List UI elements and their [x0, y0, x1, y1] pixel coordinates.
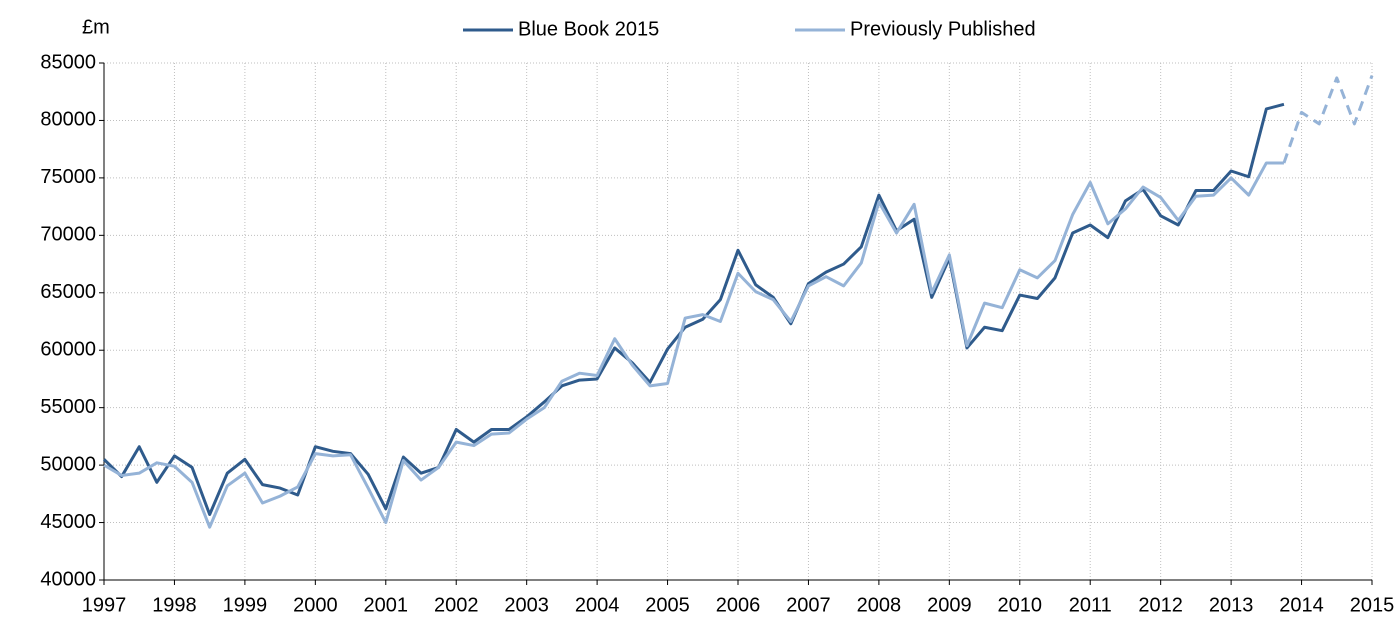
x-tick-label: 2014 — [1279, 594, 1324, 616]
x-tick-label: 1999 — [223, 594, 268, 616]
x-tick-label: 2012 — [1138, 594, 1183, 616]
y-tick-label: 60000 — [40, 339, 96, 361]
x-tick-label: 2011 — [1069, 594, 1112, 616]
y-tick-label: 85000 — [40, 51, 96, 73]
series-line — [102, 102, 1285, 517]
legend-label: Blue Book 2015 — [518, 18, 659, 40]
y-unit-label: £m — [82, 16, 110, 38]
y-tick-label: 50000 — [40, 453, 96, 475]
x-tick-label: 2013 — [1209, 594, 1254, 616]
y-tick-label: 70000 — [40, 224, 96, 246]
y-tick-label: 55000 — [40, 396, 96, 418]
x-tick-label: 2010 — [998, 594, 1043, 616]
x-tick-label: 2002 — [434, 594, 479, 616]
series-line-dashed — [1282, 75, 1374, 164]
x-tick-label: 2006 — [716, 594, 761, 616]
x-tick-label: 2001 — [364, 594, 409, 616]
y-tick-label: 80000 — [40, 109, 96, 131]
series-line — [103, 161, 1284, 529]
x-tick-label: 2003 — [504, 594, 549, 616]
x-tick-label: 2015 — [1350, 594, 1395, 616]
x-tick-label: 2004 — [575, 594, 620, 616]
x-tick-label: 2008 — [857, 594, 902, 616]
y-tick-label: 65000 — [40, 281, 96, 303]
y-tick-label: 75000 — [40, 166, 96, 188]
x-tick-label: 2000 — [293, 594, 338, 616]
x-tick-label: 2005 — [645, 594, 690, 616]
y-tick-label: 40000 — [40, 568, 96, 590]
y-tick-label: 45000 — [40, 511, 96, 533]
x-tick-label: 1997 — [82, 594, 127, 616]
x-tick-label: 1998 — [152, 594, 197, 616]
x-tick-label: 2007 — [786, 594, 831, 616]
x-tick-label: 2009 — [927, 594, 972, 616]
legend-label: Previously Published — [850, 18, 1036, 40]
